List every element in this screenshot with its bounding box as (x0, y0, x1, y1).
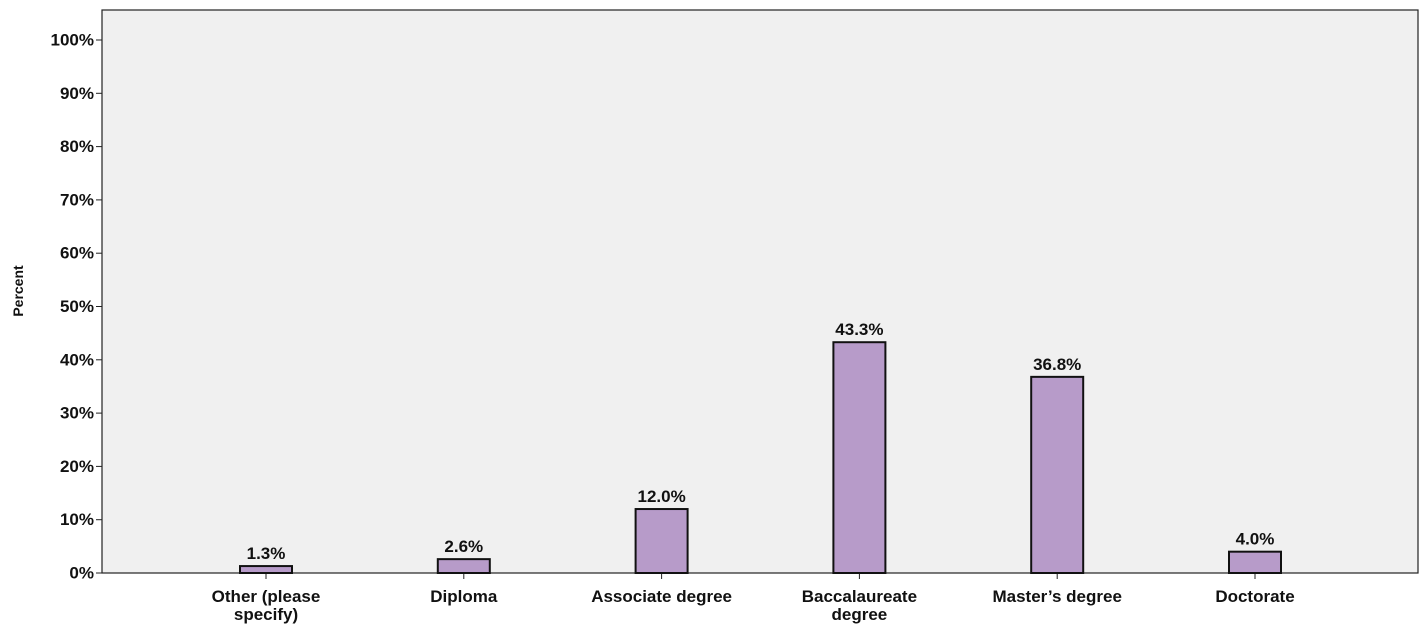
y-tick-label: 60% (60, 244, 94, 263)
x-axis: Other (please specify) Diploma Associate de… (212, 573, 1295, 624)
y-tick-label: 0% (69, 563, 94, 582)
bars (239, 341, 1282, 575)
bar (436, 558, 491, 575)
plot-area (101, 9, 1419, 574)
bar (832, 341, 887, 574)
y-tick-label: 90% (60, 84, 94, 103)
x-tick-label: Other (please specify) (212, 587, 321, 624)
bar (634, 508, 689, 575)
y-tick-label: 80% (60, 137, 94, 156)
x-tick-label: Diploma (430, 587, 498, 606)
bar (1030, 375, 1085, 574)
data-label: 2.6% (444, 537, 483, 556)
y-tick-label: 10% (60, 510, 94, 529)
y-tick-label: 70% (60, 190, 94, 209)
data-label: 1.3% (247, 544, 286, 563)
y-axis-label: Percent (10, 265, 26, 317)
data-label: 4.0% (1236, 530, 1275, 549)
x-tick-label: Master’s degree (992, 587, 1121, 606)
data-label: 36.8% (1033, 355, 1081, 374)
bar (239, 565, 293, 574)
y-tick-label: 30% (60, 404, 94, 423)
y-tick-label: 50% (60, 297, 94, 316)
data-label: 43.3% (835, 320, 883, 339)
y-tick-label: 100% (51, 30, 94, 49)
data-label: 12.0% (637, 487, 685, 506)
x-tick-label: Baccalaureate degree (802, 587, 917, 624)
x-tick-label: Doctorate (1215, 587, 1294, 606)
y-axis: 0% 10% 20% 30% 40% 50% 60% 70% 80% 90% 100% (51, 30, 102, 582)
bar (1228, 550, 1282, 574)
x-tick-label: Associate degree (591, 587, 732, 606)
data-labels: 1.3% 2.6% 12.0% 43.3% 36.8% 4.0% (247, 320, 1275, 563)
y-tick-label: 40% (60, 350, 94, 369)
y-tick-label: 20% (60, 457, 94, 476)
